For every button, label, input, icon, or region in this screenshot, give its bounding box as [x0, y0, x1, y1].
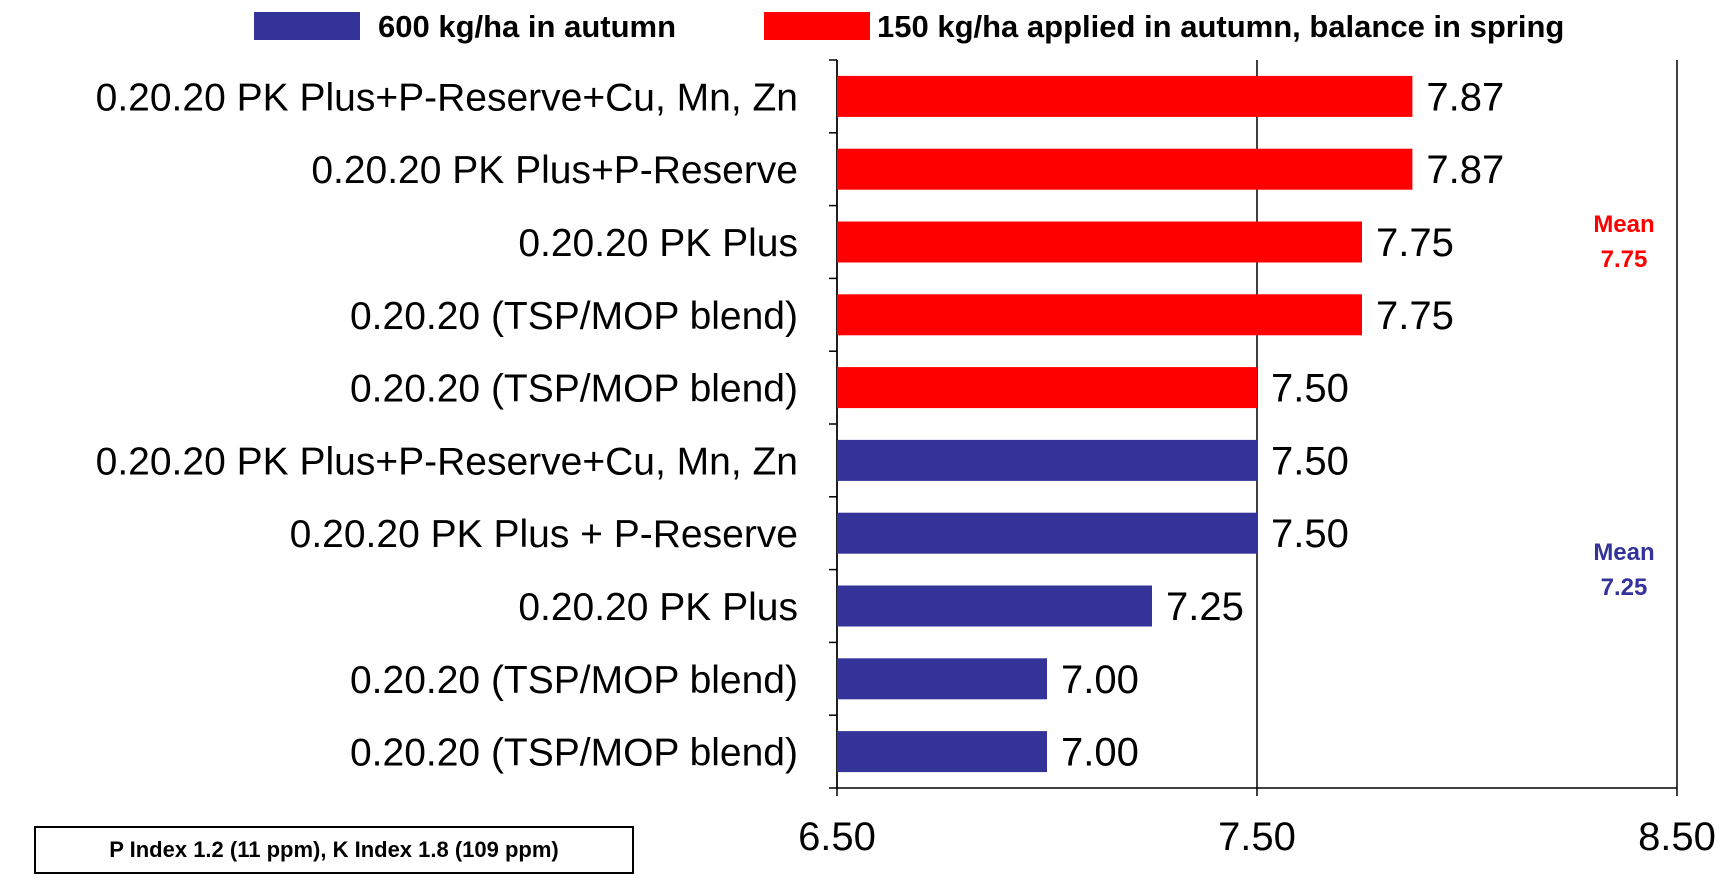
mean-value-1: 7.25 — [1601, 574, 1648, 601]
x-axis-ticks: 6.50 7.50 8.50 — [798, 815, 1716, 859]
category-label-1: 0.20.20 PK Plus+P-Reserve — [311, 149, 798, 192]
category-label-6: 0.20.20 PK Plus + P-Reserve — [290, 513, 798, 556]
category-label-2: 0.20.20 PK Plus — [518, 222, 798, 265]
bar-1 — [837, 148, 1413, 190]
bar-7 — [837, 585, 1152, 627]
category-label-0: 0.20.20 PK Plus+P-Reserve+Cu, Mn, Zn — [96, 76, 798, 119]
x-tick-label-0: 6.50 — [798, 815, 876, 859]
x-tick-label-1: 7.50 — [1218, 815, 1296, 859]
mean-label-0: Mean — [1593, 211, 1654, 238]
value-label-3: 7.75 — [1376, 294, 1454, 338]
value-label-1: 7.87 — [1426, 148, 1504, 192]
category-label-8: 0.20.20 (TSP/MOP blend) — [350, 659, 798, 702]
legend: 600 kg/ha in autumn 150 kg/ha applied in … — [254, 9, 1564, 44]
legend-label-0: 600 kg/ha in autumn — [378, 9, 676, 44]
mean-annotations: Mean 7.75 Mean 7.25 — [1593, 211, 1654, 601]
value-label-4: 7.50 — [1271, 367, 1349, 411]
bar-9 — [837, 731, 1047, 773]
category-label-3: 0.20.20 (TSP/MOP blend) — [350, 295, 798, 338]
bars — [837, 75, 1413, 773]
bar-4 — [837, 367, 1257, 409]
value-label-0: 7.87 — [1426, 75, 1504, 119]
value-label-9: 7.00 — [1061, 731, 1139, 775]
value-label-7: 7.25 — [1166, 585, 1244, 629]
bar-6 — [837, 512, 1257, 554]
bar-3 — [837, 294, 1362, 336]
value-labels: 7.87 7.87 7.75 7.75 7.50 7.50 7.50 7.25 7.00 7.00 — [1061, 75, 1504, 774]
bar-8 — [837, 658, 1047, 700]
value-label-2: 7.75 — [1376, 221, 1454, 265]
legend-label-1: 150 kg/ha applied in autumn, balance in … — [877, 9, 1564, 44]
mean-label-1: Mean — [1593, 539, 1654, 566]
soil-index-note: P Index 1.2 (11 ppm), K Index 1.8 (109 p… — [34, 826, 634, 874]
legend-swatch-0 — [254, 12, 360, 40]
mean-value-0: 7.75 — [1601, 246, 1648, 273]
category-label-9: 0.20.20 (TSP/MOP blend) — [350, 732, 798, 775]
value-label-8: 7.00 — [1061, 658, 1139, 702]
bar-2 — [837, 221, 1362, 263]
category-label-4: 0.20.20 (TSP/MOP blend) — [350, 368, 798, 411]
category-label-7: 0.20.20 PK Plus — [518, 586, 798, 629]
bar-5 — [837, 439, 1257, 481]
bar-0 — [837, 75, 1413, 117]
category-label-5: 0.20.20 PK Plus+P-Reserve+Cu, Mn, Zn — [96, 440, 798, 483]
value-label-6: 7.50 — [1271, 512, 1349, 556]
value-label-5: 7.50 — [1271, 439, 1349, 483]
category-labels: 0.20.20 PK Plus+P-Reserve+Cu, Mn, Zn 0.20… — [96, 76, 798, 774]
legend-swatch-1 — [764, 12, 870, 40]
x-tick-label-2: 8.50 — [1638, 815, 1716, 859]
